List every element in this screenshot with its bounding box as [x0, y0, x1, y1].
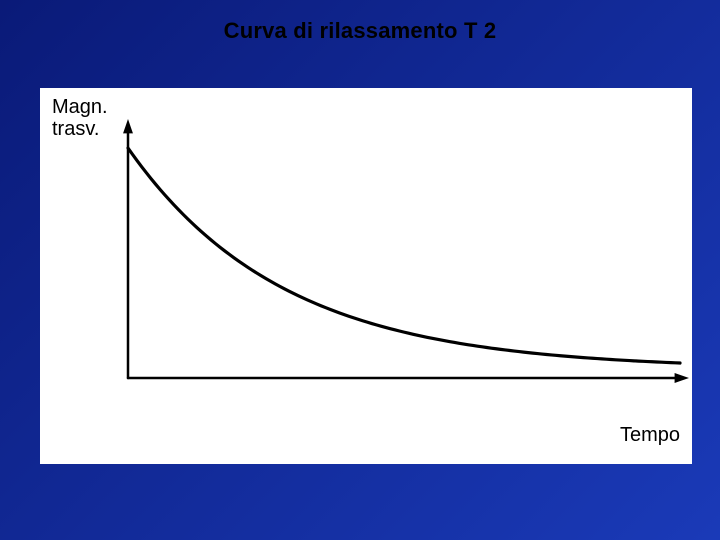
chart-svg: [40, 88, 692, 464]
y-axis-label: Magn.trasv.: [52, 96, 108, 140]
x-axis-label: Tempo: [620, 424, 680, 446]
slide-title: Curva di rilassamento T 2: [0, 18, 720, 44]
chart-panel: Magn.trasv. Tempo: [40, 88, 692, 464]
slide: Curva di rilassamento T 2 Magn.trasv. Te…: [0, 0, 720, 540]
